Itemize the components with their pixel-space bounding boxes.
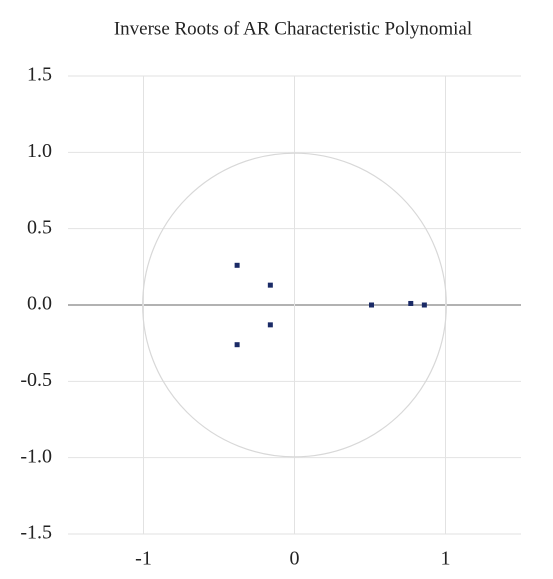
- y-tick-label: -1.0: [20, 445, 52, 467]
- y-tick-label: -1.5: [20, 522, 52, 544]
- point: [267, 322, 273, 328]
- point: [369, 302, 375, 308]
- x-tick-label: -1: [135, 548, 152, 570]
- y-tick-label: 0.0: [27, 293, 52, 315]
- y-tick-label: 0.5: [27, 216, 52, 238]
- y-tick-label: 1.5: [27, 64, 52, 86]
- point: [408, 300, 414, 306]
- point: [267, 282, 273, 288]
- chart-title: Inverse Roots of AR Characteristic Polyn…: [114, 18, 472, 39]
- point: [234, 262, 240, 268]
- y-tick-label: 1.0: [27, 140, 52, 162]
- point: [421, 302, 427, 308]
- x-tick-label: 1: [441, 548, 451, 570]
- x-tick-label: 0: [290, 548, 300, 570]
- point: [234, 342, 240, 348]
- unit-circle: [142, 152, 447, 458]
- y-tick-label: -0.5: [20, 369, 52, 391]
